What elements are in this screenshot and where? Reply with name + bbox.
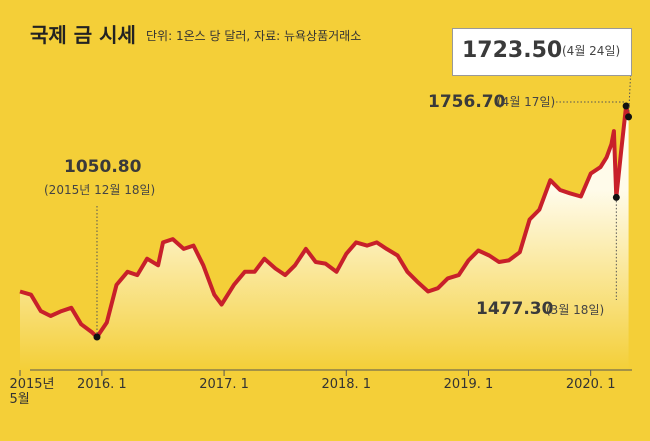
annotation-dot — [622, 102, 630, 110]
area — [20, 106, 629, 370]
annotation-value: 1050.80 — [64, 157, 142, 177]
line — [19, 104, 631, 339]
x-tick-label: 2020. 1 — [565, 377, 616, 392]
annotation-dot — [93, 333, 101, 341]
x-tick-label: 2017. 1 — [199, 377, 249, 392]
leader-line — [628, 74, 632, 117]
annotation-value: 1477.30 — [476, 299, 554, 319]
latest-box — [452, 28, 632, 76]
x-tick-label: 2018. 1 — [321, 377, 372, 392]
annotation-value: 1723.50 — [462, 38, 563, 63]
annotation-date: (3월 18일) — [546, 303, 605, 317]
chart-title: 국제 금 시세 — [30, 23, 136, 47]
annotation-dot — [625, 113, 633, 121]
annotation-date: (2015년 12월 18일) — [44, 183, 156, 197]
x-tick-label: 2015년 5월 — [9, 377, 55, 407]
annotation-date: (4월 24일) — [562, 44, 621, 58]
annotation-date: (4월 17일) — [497, 95, 556, 109]
annotation-value: 1756.70 — [428, 92, 506, 112]
chart-subtitle: 단위: 1온스 당 달러, 자료: 뉴욕상품거래소 — [146, 29, 362, 43]
annotation-dot — [612, 193, 620, 201]
x-tick-label: 2016. 1 — [77, 377, 127, 392]
x-tick-label: 2019. 1 — [443, 377, 494, 392]
